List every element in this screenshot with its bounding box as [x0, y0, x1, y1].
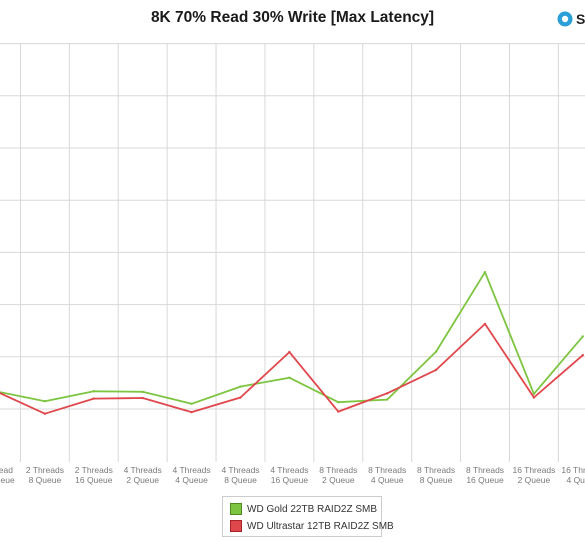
brand-letter: S — [576, 11, 585, 27]
x-tick-label: 8 Threads — [466, 465, 504, 475]
data-point-0-10 — [483, 271, 487, 274]
x-tick-label: 4 Queue — [566, 475, 585, 485]
data-point-0-8 — [386, 398, 389, 401]
x-tick-label: 2 Queue — [518, 475, 551, 485]
data-point-0-5 — [239, 385, 242, 388]
x-tick-label: 2 Queue — [126, 475, 159, 485]
data-point-0-7 — [337, 401, 340, 404]
data-point-1-1 — [43, 412, 47, 415]
legend-item-gold[interactable]: WD Gold 22TB RAID2Z SMB — [230, 502, 377, 516]
chart-title: 8K 70% Read 30% Write [Max Latency] — [150, 9, 435, 26]
series-layer — [0, 271, 584, 415]
x-tick-label: 2 Threads — [75, 465, 113, 475]
x-tick-label: 4 Threads — [270, 465, 308, 475]
x-tick-label: 2 Threads — [26, 465, 64, 475]
legend-swatch-ultrastar — [230, 520, 242, 532]
data-point-0-12 — [581, 335, 584, 338]
legend: WD Gold 22TB RAID2Z SMB WD Ultrastar 12T… — [222, 496, 394, 537]
x-tick-label: 16 Threads — [512, 465, 555, 475]
data-point-0-11 — [532, 392, 536, 396]
legend-swatch-gold — [230, 503, 242, 515]
x-tick-label: 16 Queue — [0, 475, 15, 485]
data-point-0-1 — [43, 399, 47, 403]
x-tick-label: 1 Thread — [0, 465, 13, 475]
x-tick-label: 8 Threads — [368, 465, 406, 475]
x-tick-label: 4 Threads — [221, 465, 259, 475]
x-tick-label: 8 Threads — [319, 465, 357, 475]
brand-logo-icon — [557, 11, 573, 27]
x-tick-label: 2 Queue — [322, 475, 355, 485]
legend-label-ultrastar: WD Ultrastar 12TB RAID2Z SMB — [247, 520, 394, 532]
data-point-1-6 — [288, 350, 291, 354]
x-tick-label: 8 Threads — [417, 465, 455, 475]
legend-item-ultrastar[interactable]: WD Ultrastar 12TB RAID2Z SMB — [230, 519, 394, 533]
data-point-1-11 — [532, 396, 536, 399]
data-point-1-12 — [581, 354, 584, 357]
x-tick-label: 8 Queue — [224, 475, 257, 485]
x-tick-label: 16 Queue — [466, 475, 504, 485]
x-tick-label: 8 Queue — [420, 475, 453, 485]
x-tick-label: 16 Queue — [271, 475, 309, 485]
x-tick-label: 16 Queue — [75, 475, 113, 485]
data-point-1-3 — [141, 396, 144, 400]
x-tick-label: 4 Queue — [175, 475, 208, 485]
vertical-gridlines — [19, 43, 559, 462]
series-line-1 — [0, 322, 584, 415]
x-tick-label: 4 Threads — [173, 465, 211, 475]
data-point-1-7 — [337, 410, 340, 413]
data-point-0-6 — [288, 376, 291, 379]
data-point-1-4 — [190, 410, 193, 414]
x-tick-label: 4 Threads — [124, 465, 162, 475]
data-point-1-8 — [386, 392, 389, 395]
data-point-0-2 — [92, 390, 96, 393]
x-tick-label: 4 Queue — [371, 475, 404, 485]
data-point-1-9 — [434, 368, 438, 372]
data-point-0-3 — [141, 390, 144, 393]
x-tick-label: 16 Threads — [561, 465, 585, 475]
horizontal-gridlines — [0, 43, 585, 410]
data-point-0-4 — [190, 402, 193, 405]
data-point-1-5 — [239, 396, 242, 399]
data-point-0-9 — [434, 350, 438, 353]
data-point-1-2 — [92, 397, 96, 400]
legend-label-gold: WD Gold 22TB RAID2Z SMB — [247, 503, 378, 515]
data-point-1-10 — [483, 322, 487, 326]
x-tick-label: 8 Queue — [29, 475, 62, 485]
